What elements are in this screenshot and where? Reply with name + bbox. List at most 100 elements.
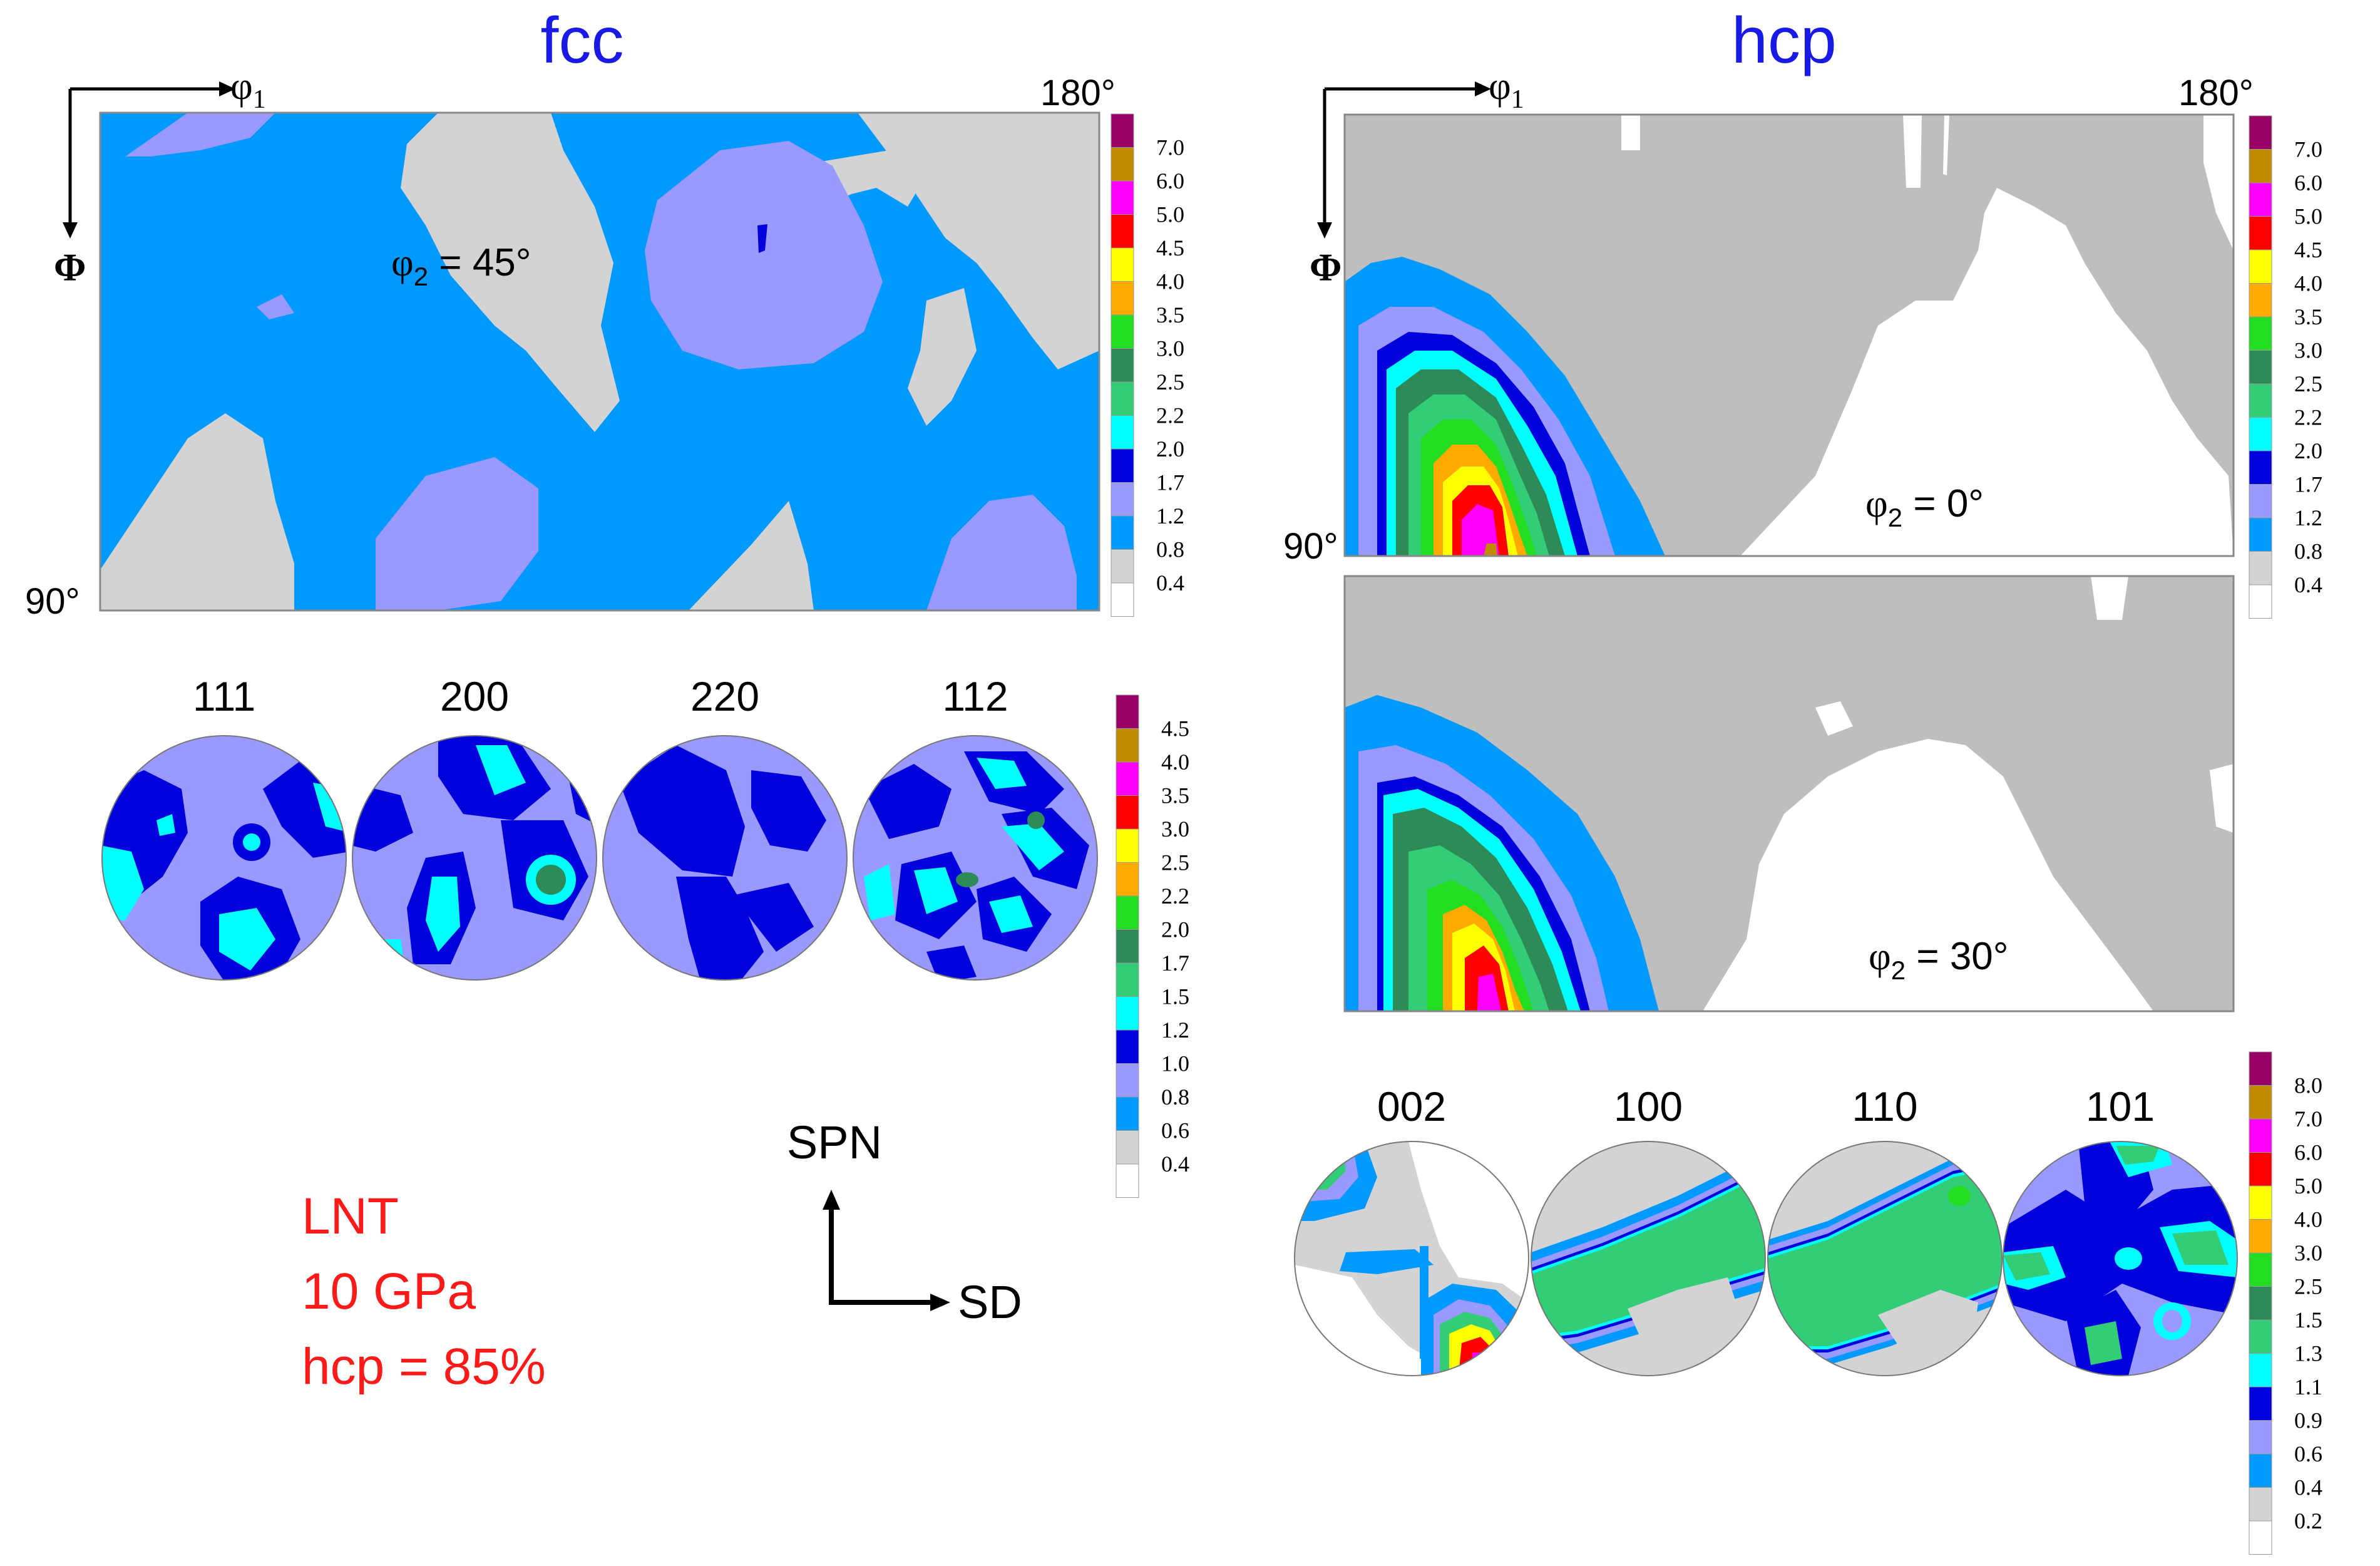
hcp-pole-figure-101 <box>2003 1141 2237 1376</box>
legend-label: 1.7 <box>1156 470 1184 495</box>
legend-hcp-pf: 8.0 7.0 6.0 5.0 4.0 3.0 2.5 1.5 1.3 1.1 0.9 0.6 0.4 0… <box>2249 1051 2322 1555</box>
legend-swatch <box>2249 316 2272 351</box>
legend-swatch <box>2249 484 2272 518</box>
legend-swatch <box>2249 1085 2272 1120</box>
hcp-pole-figure-outlines <box>1294 1141 2238 1376</box>
legend-swatch <box>1110 549 1134 584</box>
legend-swatch <box>1110 448 1134 483</box>
legend-swatch <box>1116 1096 1139 1131</box>
fcc-axis-arrows <box>63 81 235 239</box>
legend-swatch <box>2249 383 2272 418</box>
legend-label: 0.8 <box>1161 1084 1189 1110</box>
hcp-pf-label-2: 100 <box>1614 1083 1683 1130</box>
legend-label: 5.0 <box>2294 1173 2322 1198</box>
legend-swatch <box>2249 1286 2272 1321</box>
fcc-pole-figure-111 <box>102 736 346 980</box>
legend-label: 7.0 <box>1156 135 1184 160</box>
fcc-pole-figure-112 <box>853 736 1097 980</box>
legend-label: 2.2 <box>1156 403 1184 428</box>
legend-label: 0.9 <box>2294 1408 2322 1433</box>
hcp-pole-figure-002 <box>1295 1141 1529 1376</box>
hcp-pole-figure-100 <box>1531 1141 1765 1376</box>
hcp-odf1-frame <box>1343 113 2235 557</box>
legend-label: 4.0 <box>2294 1207 2322 1232</box>
legend-swatch <box>1110 147 1134 182</box>
legend-label: 2.0 <box>1161 917 1189 942</box>
legend-label: 1.7 <box>1161 950 1189 976</box>
legend-swatch <box>2249 283 2272 317</box>
fcc-odf-phi2-label: φ2 = 45° <box>391 241 531 291</box>
legend-swatch <box>2249 1353 2272 1388</box>
legend-label: 2.2 <box>2294 405 2322 430</box>
legend-label: 4.0 <box>1156 269 1184 294</box>
legend-label: 2.5 <box>2294 371 2322 396</box>
fcc-odf-map <box>100 113 1099 610</box>
hcp-pole-figure-110 <box>1768 1141 2002 1376</box>
legend-swatch <box>1110 381 1134 416</box>
fcc-90-label: 90° <box>25 581 80 622</box>
legend-label: 4.5 <box>2294 237 2322 262</box>
legend-label: 6.0 <box>2294 170 2322 195</box>
legend-swatch <box>2249 149 2272 183</box>
legend-label: 3.0 <box>2294 1240 2322 1265</box>
legend-swatch <box>2249 551 2272 585</box>
legend-swatch <box>1116 1029 1139 1064</box>
legend-swatch <box>1110 180 1134 215</box>
hcp-odf-map-phi2-0 <box>1345 115 2234 556</box>
legend-swatch <box>2249 450 2272 485</box>
legend-label: 1.3 <box>2294 1341 2322 1366</box>
legend-swatch <box>1110 415 1134 450</box>
legend-label: 1.0 <box>1161 1051 1189 1076</box>
legend-swatch <box>1110 515 1134 550</box>
legend-label: 4.0 <box>2294 271 2322 296</box>
legend-label: 5.0 <box>1156 202 1184 227</box>
fcc-pole-figure-200 <box>352 736 597 980</box>
legend-swatch <box>1116 828 1139 863</box>
legend-fcc-odf: 7.0 6.0 5.0 4.5 4.0 3.5 3.0 2.5 2.2 2.0 1.7 1.2 0.8 0… <box>1110 113 1184 617</box>
legend-label: 0.4 <box>1161 1151 1189 1177</box>
hcp-odf2-phi2-label: φ2 = 30° <box>1869 935 2009 985</box>
legend-swatch <box>2249 216 2272 250</box>
legend-label: 0.2 <box>2294 1508 2322 1533</box>
legend-swatch <box>2249 1219 2272 1254</box>
hcp-180-label: 180° <box>2178 73 2254 113</box>
legend-label: 2.5 <box>1156 369 1184 394</box>
legend-swatch <box>1110 482 1134 517</box>
fcc-pole-figure-outlines <box>101 735 1098 981</box>
legend-label: 7.0 <box>2294 1106 2322 1131</box>
legend-label: 8.0 <box>2294 1073 2322 1098</box>
legend-swatch <box>2249 1319 2272 1354</box>
hcp-axis-arrows <box>1317 81 1491 239</box>
legend-label: 1.2 <box>2294 505 2322 530</box>
legend-label: 3.0 <box>1161 816 1189 842</box>
legend-hcp-odf: 7.0 6.0 5.0 4.5 4.0 3.5 3.0 2.5 2.2 2.0 1.7 1.2 0.8 0… <box>2249 115 2322 619</box>
fcc-title: fcc <box>541 4 624 77</box>
fcc-pf-label-2: 200 <box>440 673 509 719</box>
legend-label: 3.0 <box>1156 336 1184 361</box>
legend-label: 0.6 <box>1161 1118 1189 1143</box>
hcp-odf1-phi2-label: φ2 = 0° <box>1865 482 1984 532</box>
fcc-pf-label-3: 220 <box>690 673 759 719</box>
legend-swatch <box>2249 182 2272 217</box>
legend-swatch <box>1110 113 1134 148</box>
legend-label: 0.6 <box>2294 1441 2322 1466</box>
hcp-phi1-label: φ1 <box>1489 65 1524 114</box>
legend-label: 6.0 <box>1156 168 1184 193</box>
legend-swatch <box>1116 1163 1139 1198</box>
legend-label: 1.7 <box>2294 472 2322 497</box>
legend-swatch <box>2249 1520 2272 1555</box>
hcp-odf2-frame <box>1343 575 2235 1012</box>
legend-swatch <box>2249 584 2272 619</box>
legend-label: 4.5 <box>1156 235 1184 260</box>
legend-swatch <box>1110 348 1134 383</box>
fcc-Phi-label: Φ <box>54 247 86 289</box>
legend-label: 2.2 <box>1161 883 1189 909</box>
legend-label: 5.0 <box>2294 204 2322 229</box>
legend-swatch <box>1116 895 1139 930</box>
legend-swatch <box>2249 1252 2272 1287</box>
legend-label: 3.5 <box>1156 302 1184 327</box>
legend-swatch <box>2249 115 2272 150</box>
condition-hcp-fraction: hcp = 85% <box>302 1338 546 1395</box>
legend-label: 0.4 <box>1156 570 1184 595</box>
